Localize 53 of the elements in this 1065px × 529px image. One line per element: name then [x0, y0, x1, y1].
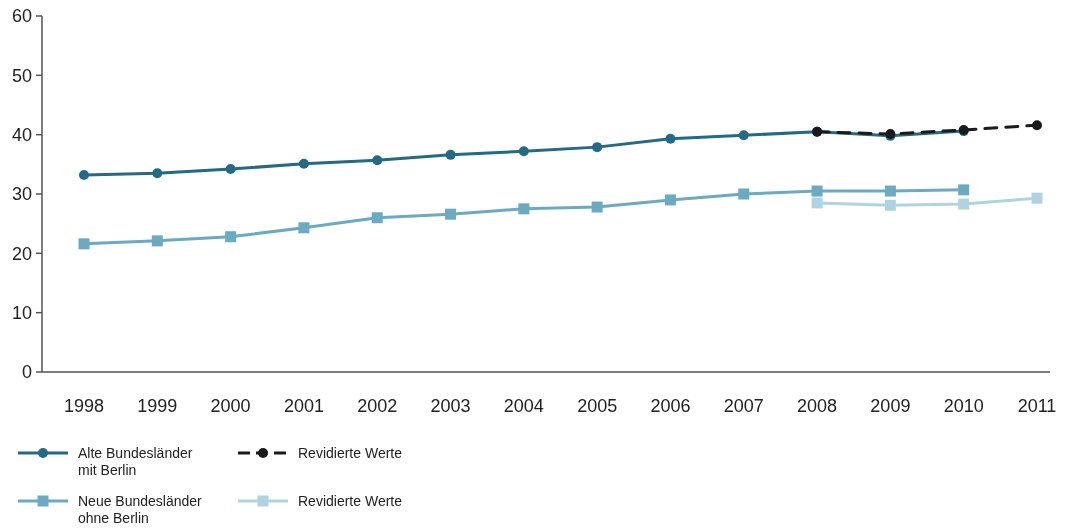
- x-tick-label: 2001: [283, 396, 324, 416]
- point: [1031, 192, 1043, 204]
- y-tick-label: 10: [11, 302, 32, 323]
- point: [738, 188, 750, 200]
- x-tick-label: 1999: [137, 396, 178, 416]
- point: [664, 194, 676, 206]
- point: [884, 185, 896, 197]
- point: [151, 235, 163, 247]
- x-tick-label: 2005: [577, 396, 618, 416]
- point: [518, 146, 529, 157]
- x-tick-label: 2009: [870, 396, 911, 416]
- point: [1032, 120, 1042, 131]
- x-tick-label: 2010: [943, 396, 984, 416]
- legend-label: Revidierte Werte: [298, 445, 403, 461]
- point: [445, 149, 456, 160]
- point: [592, 142, 603, 153]
- point: [591, 201, 603, 213]
- point: [372, 155, 383, 166]
- point: [225, 164, 236, 175]
- point: [225, 231, 237, 243]
- y-tick-label: 60: [11, 6, 32, 27]
- x-tick-label: 2011: [1017, 396, 1057, 416]
- point: [445, 208, 457, 220]
- point: [958, 184, 970, 196]
- y-tick-label: 20: [11, 243, 32, 264]
- point: [298, 158, 309, 169]
- legend-label: Revidierte Werte: [298, 493, 403, 509]
- point: [79, 170, 89, 181]
- x-tick-label: 2002: [357, 396, 398, 416]
- point: [738, 130, 749, 141]
- x-tick-label: 2007: [723, 396, 764, 416]
- point: [665, 133, 676, 144]
- point: [298, 222, 310, 234]
- point: [884, 199, 896, 211]
- point: [371, 212, 383, 224]
- x-tick-label: 2004: [503, 396, 544, 416]
- y-tick-label: 30: [11, 184, 32, 205]
- y-tick-label: 50: [11, 65, 32, 86]
- x-tick-label: 2003: [430, 396, 471, 416]
- legend-label: Neue Bundesländer ohne Berlin: [78, 493, 203, 526]
- legend-label: Alte Bundesländer mit Berlin: [78, 445, 193, 478]
- y-tick-label: 40: [11, 124, 32, 145]
- x-tick-label: 2000: [210, 396, 251, 416]
- point: [811, 185, 823, 197]
- point: [152, 168, 163, 179]
- point: [811, 197, 823, 209]
- point: [78, 238, 90, 250]
- y-tick-label: 0: [21, 362, 32, 383]
- point: [958, 198, 970, 210]
- x-tick-label: 1998: [63, 396, 105, 416]
- x-tick-label: 2006: [650, 396, 691, 416]
- x-tick-label: 2008: [797, 396, 838, 416]
- point: [518, 203, 530, 215]
